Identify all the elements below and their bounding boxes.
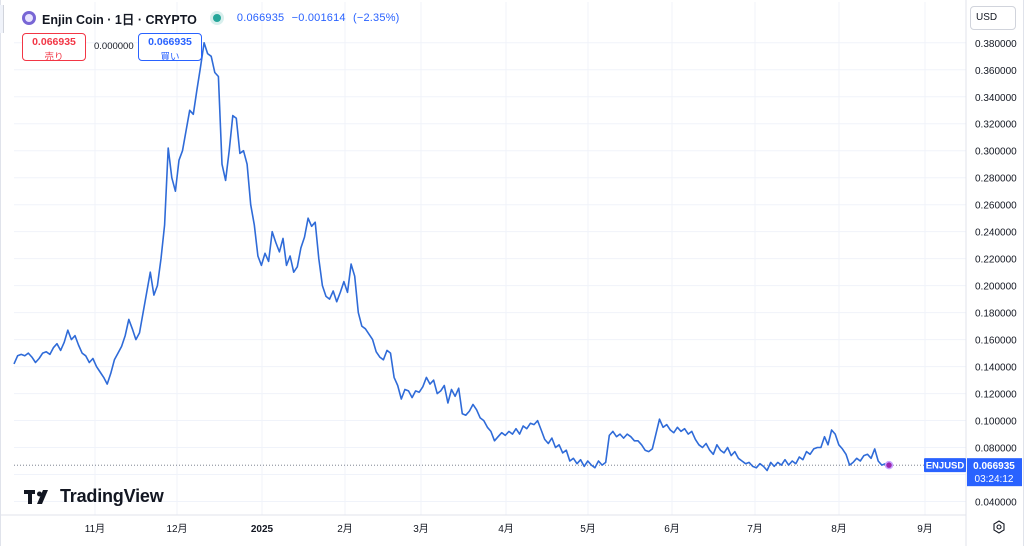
live-status-icon	[212, 14, 221, 22]
buy-price: 0.066935	[148, 36, 192, 48]
sell-price: 0.066935	[32, 36, 76, 48]
watermark-text: TradingView	[60, 486, 164, 506]
currency-select[interactable]: USD	[970, 6, 1016, 30]
y-tick-label: 0.180000	[975, 309, 1017, 320]
symbol-tag-text: ENJUSD	[926, 461, 965, 472]
y-tick-label: 0.040000	[975, 498, 1017, 509]
y-tick-label: 0.080000	[975, 444, 1017, 455]
y-tick-label: 0.240000	[975, 228, 1017, 239]
y-tick-label: 0.380000	[975, 39, 1017, 50]
y-tick-label: 0.300000	[975, 147, 1017, 158]
y-tick-label: 0.100000	[975, 417, 1017, 428]
enjin-coin-icon	[22, 11, 36, 25]
chart-grid	[14, 2, 966, 515]
y-tick-label: 0.320000	[975, 120, 1017, 131]
x-tick-label: 2025	[251, 524, 274, 535]
last-price: 0.066935	[236, 12, 285, 24]
y-tick-label: 0.120000	[975, 390, 1017, 401]
price-tag	[967, 458, 1022, 487]
sell-label: 売り	[44, 52, 64, 63]
x-tick-label: 11月	[85, 523, 105, 535]
x-tick-label: 2月	[337, 523, 353, 535]
last-point-marker	[884, 460, 894, 470]
x-tick-label: 5月	[580, 523, 596, 535]
chart-series	[13, 42, 966, 472]
y-tick-label: 0.360000	[975, 66, 1017, 77]
price-change-readout: 0.066935 −0.001614 (−2.35%)	[237, 12, 404, 24]
series-line	[13, 42, 890, 472]
chart-labels: ENJUSD 0.066935 03:24:12	[924, 458, 1022, 487]
y-tick-label: 0.340000	[975, 93, 1017, 104]
y-tick-label: 0.280000	[975, 174, 1017, 185]
price-tag-text: 0.066935	[973, 461, 1015, 472]
x-tick-label: 4月	[498, 523, 514, 535]
buy-label: 買い	[160, 52, 180, 63]
x-tick-label: 8月	[831, 523, 847, 535]
x-tick-label: 9月	[917, 523, 933, 535]
y-tick-label: 0.140000	[975, 363, 1017, 374]
buy-button[interactable]: 0.066935 買い	[138, 33, 202, 63]
x-tick-label: 7月	[747, 523, 763, 535]
settings-icon[interactable]	[992, 520, 1006, 534]
symbol-header: Enjin Coin · 1日 · CRYPTO 0.066935 −0.001…	[22, 8, 404, 28]
spread-value: 0.000000	[94, 41, 134, 52]
x-tick-label: 12月	[166, 523, 187, 535]
tradingview-logo-icon	[24, 489, 48, 504]
change-percent: (−2.35%)	[353, 12, 400, 24]
panel-edge-handle[interactable]	[0, 5, 4, 33]
y-tick-label: 0.220000	[975, 255, 1017, 266]
change-value: −0.001614	[291, 12, 346, 24]
y-tick-label: 0.200000	[975, 282, 1017, 293]
symbol-title[interactable]: Enjin Coin · 1日 · CRYPTO	[42, 12, 197, 27]
x-tick-label: 3月	[413, 523, 429, 535]
y-tick-label: 0.160000	[975, 336, 1017, 347]
symbol-tag	[924, 458, 966, 473]
sell-button[interactable]: 0.066935 売り	[22, 33, 86, 63]
countdown-text: 03:24:12	[975, 474, 1014, 485]
tradingview-watermark: TradingView	[24, 486, 164, 507]
y-tick-label: 0.260000	[975, 201, 1017, 212]
x-tick-label: 6月	[664, 523, 680, 535]
